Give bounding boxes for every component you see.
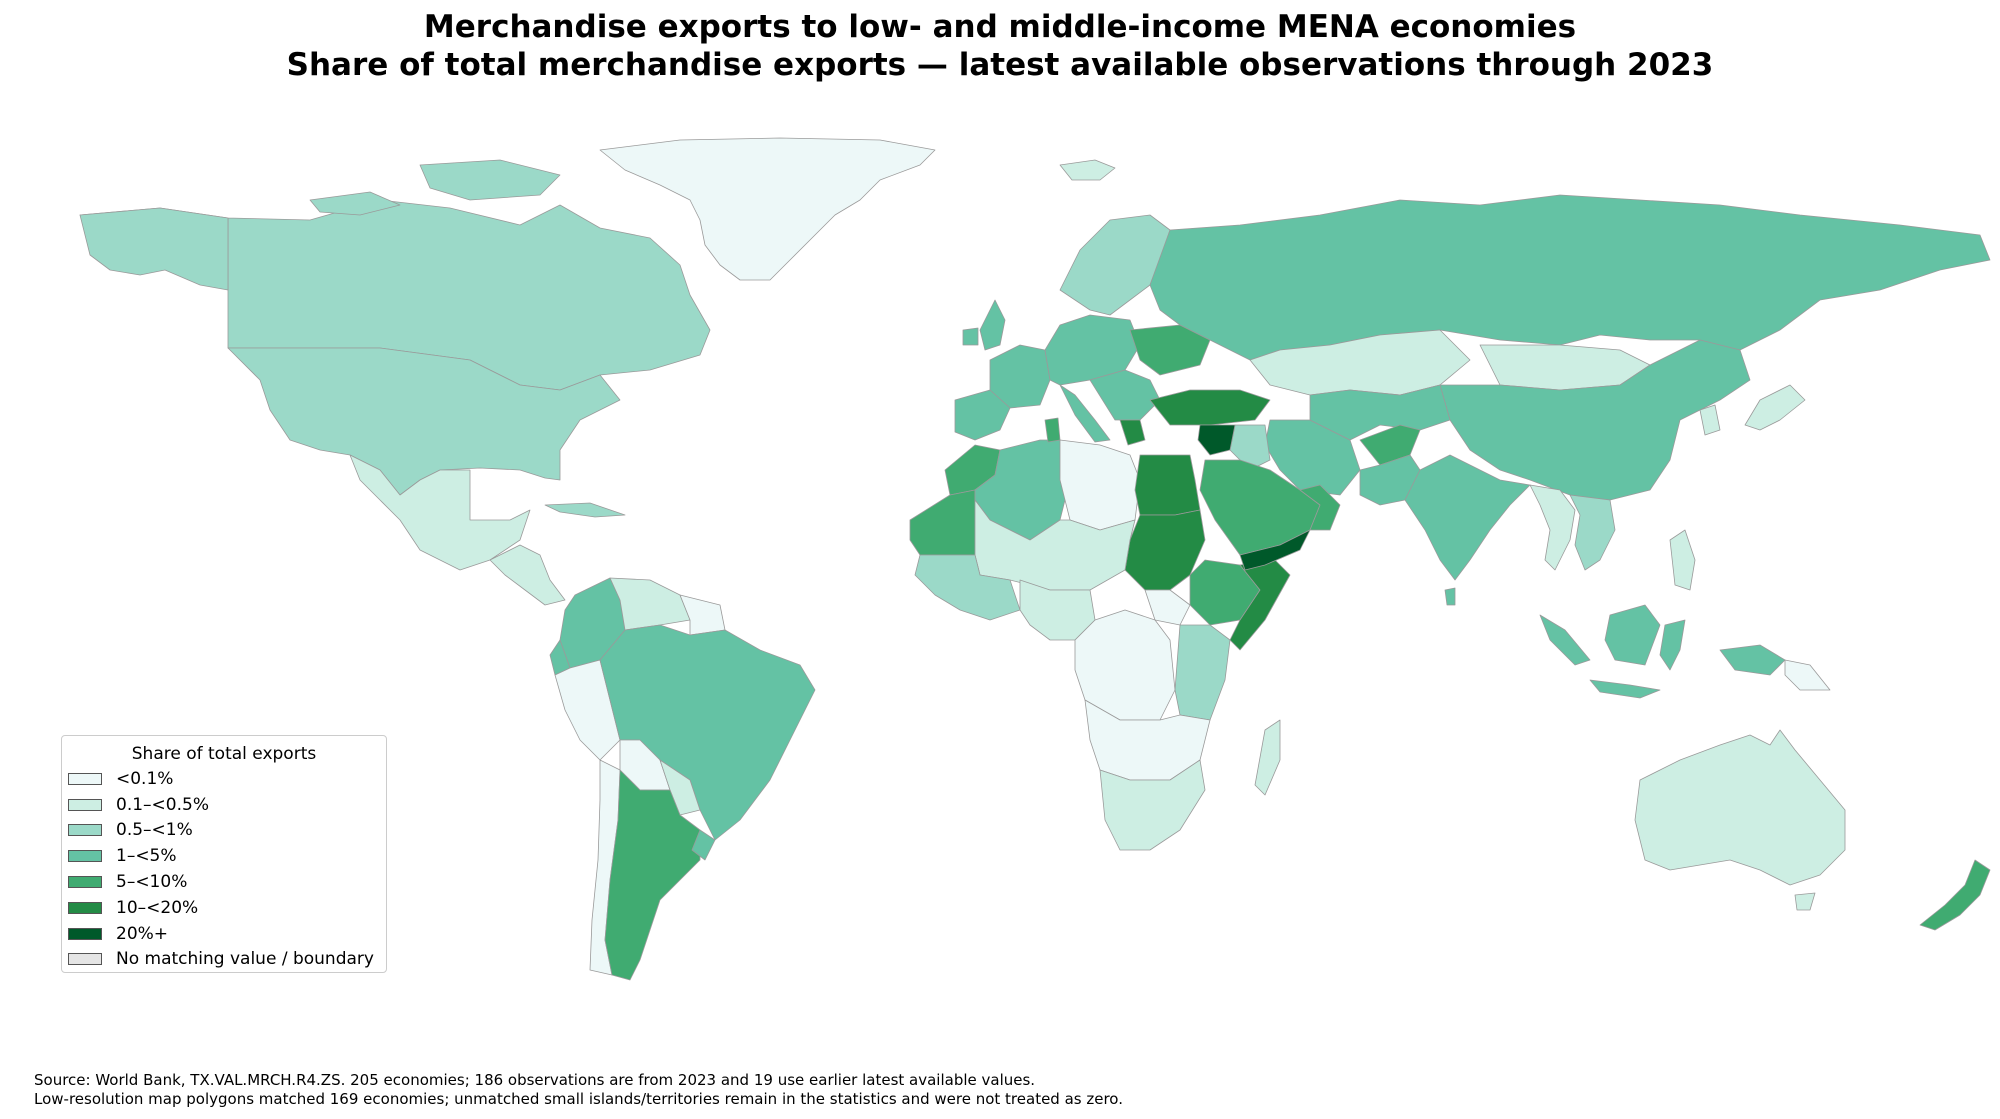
ireland — [962, 327, 979, 346]
legend-item: 1–<5% — [62, 843, 386, 869]
canada-arctic-islands-2 — [309, 191, 401, 216]
iberia — [954, 389, 1011, 441]
legend-item: 20%+ — [62, 921, 386, 947]
sri-lanka — [1444, 587, 1456, 606]
legend-items: <0.1% 0.1–<0.5% 0.5–<1% 1–<5% 5–<10% 10–<20% 2… — [62, 766, 386, 972]
legend-label: 20%+ — [116, 923, 169, 944]
legend-label: 1–<5% — [116, 846, 177, 867]
mexico — [349, 454, 531, 571]
cuba — [544, 502, 626, 518]
legend-swatch — [68, 850, 102, 863]
indonesia-sumatra — [1539, 614, 1591, 666]
legend-label: No matching value / boundary — [116, 949, 374, 970]
libya — [1059, 439, 1141, 531]
title-line-1: Merchandise exports to low- and middle-i… — [423, 9, 1577, 45]
iceland — [1059, 159, 1116, 181]
paraguay — [659, 759, 701, 816]
legend-swatch — [68, 953, 102, 966]
legend-label: 0.1–<0.5% — [116, 794, 209, 815]
western-sahara-mauritania — [909, 489, 976, 556]
greenland — [599, 137, 936, 281]
new-zealand — [1919, 859, 1991, 931]
kenya-tanzania — [1174, 624, 1231, 721]
legend: Share of total exports <0.1% 0.1–<0.5% 0.5… — [61, 735, 387, 973]
tasmania — [1794, 892, 1816, 911]
southern-africa — [1099, 759, 1206, 851]
balkans — [1089, 369, 1161, 421]
legend-label: <0.1% — [116, 768, 174, 789]
legend-swatch — [68, 824, 102, 837]
central-europe — [1044, 314, 1141, 386]
legend-swatch — [68, 798, 102, 811]
russia — [1149, 194, 1991, 361]
china — [1439, 339, 1751, 501]
legend-item: 0.1–<0.5% — [62, 792, 386, 818]
legend-swatch — [68, 772, 102, 785]
central-asia — [1309, 384, 1451, 441]
legend-swatch — [68, 901, 102, 914]
source-line-2: Low-resolution map polygons matched 169 … — [34, 1090, 1123, 1108]
kazakhstan — [1249, 329, 1471, 396]
argentina — [604, 769, 701, 981]
title-line-2: Share of total merchandise exports — lat… — [286, 47, 1714, 83]
legend-swatch — [68, 876, 102, 889]
norway-sweden-finland — [1059, 214, 1171, 316]
legend-label: 10–<20% — [116, 897, 199, 918]
sulawesi — [1659, 619, 1686, 671]
vietnam-laos — [1569, 494, 1616, 571]
legend-swatch — [68, 927, 102, 940]
venezuela — [609, 577, 691, 631]
legend-label: 0.5–<1% — [116, 820, 193, 841]
turkey — [1149, 389, 1271, 426]
greece — [1119, 419, 1146, 446]
italy — [1059, 384, 1111, 443]
source-line-1: Source: World Bank, TX.VAL.MRCH.R4.ZS. 2… — [34, 1071, 1036, 1089]
borneo — [1604, 604, 1661, 666]
source-note: Source: World Bank, TX.VAL.MRCH.R4.ZS. 2… — [34, 1071, 1123, 1109]
yemen — [1239, 529, 1311, 571]
australia — [1634, 729, 1846, 886]
canada-arctic-islands — [419, 159, 561, 201]
egypt — [1134, 454, 1201, 516]
afghanistan — [1359, 424, 1421, 466]
legend-title: Share of total exports — [131, 744, 317, 764]
alaska — [79, 207, 229, 291]
legend-item: 5–<10% — [62, 869, 386, 895]
philippines — [1669, 529, 1696, 591]
legend-item: 0.5–<1% — [62, 818, 386, 844]
papua-new-guinea — [1784, 659, 1831, 691]
legend-item: 10–<20% — [62, 895, 386, 921]
uruguay — [691, 829, 716, 861]
tunisia — [1044, 417, 1061, 443]
legend-item: No matching value / boundary — [62, 947, 386, 973]
japan — [1744, 384, 1806, 431]
papua — [1719, 644, 1786, 676]
united-kingdom — [979, 299, 1006, 351]
united-states — [227, 347, 621, 496]
indonesia-java — [1589, 679, 1661, 699]
oman-uae — [1299, 484, 1341, 531]
korea — [1699, 404, 1721, 436]
myanmar-thailand — [1529, 484, 1576, 571]
legend-item: <0.1% — [62, 766, 386, 792]
south-sudan — [1144, 589, 1191, 626]
map-title: Merchandise exports to low- and middle-i… — [0, 8, 2000, 84]
india — [1404, 454, 1531, 581]
central-america — [489, 544, 566, 606]
west-africa — [914, 554, 1021, 621]
madagascar — [1254, 719, 1281, 796]
somalia — [1229, 559, 1291, 651]
legend-label: 5–<10% — [116, 872, 188, 893]
syria — [1197, 424, 1236, 456]
